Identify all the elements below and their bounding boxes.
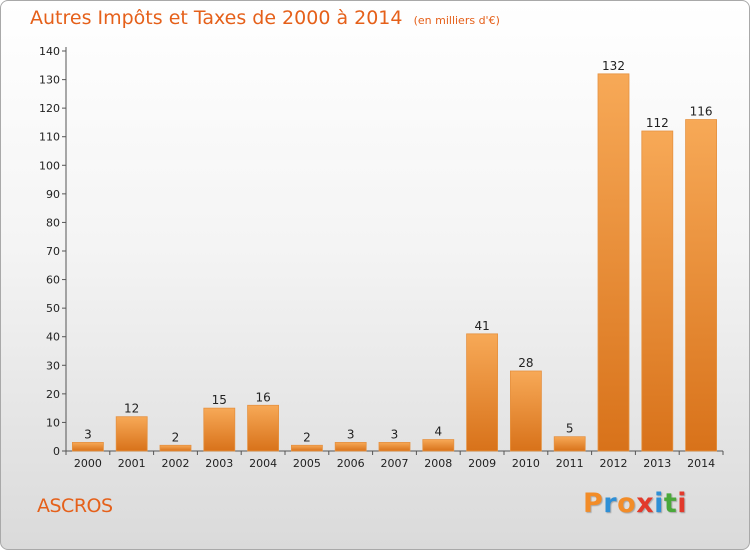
y-tick-label: 90 (46, 188, 60, 201)
bar (334, 442, 367, 452)
y-tick-label: 110 (39, 131, 60, 144)
bar (422, 439, 455, 452)
x-tick-label: 2009 (468, 457, 496, 470)
data-label: 2 (303, 430, 311, 444)
y-tick-label: 70 (46, 245, 60, 258)
y-tick-label: 10 (46, 416, 60, 429)
data-label: 12 (124, 402, 139, 416)
x-tick-label: 2006 (337, 457, 365, 470)
x-tick-label: 2014 (687, 457, 715, 470)
chart-unit: (en milliers d'€) (413, 14, 500, 27)
y-tick-label: 130 (39, 74, 60, 87)
x-tick-label: 2001 (118, 457, 146, 470)
data-label: 41 (474, 319, 489, 333)
data-label: 15 (212, 393, 227, 407)
y-tick-label: 0 (53, 445, 60, 458)
commune-name: ASCROS (37, 495, 113, 517)
data-label: 116 (690, 105, 713, 119)
bar (290, 444, 323, 452)
data-label: 2 (172, 430, 180, 444)
bar (641, 130, 674, 452)
y-tick-label: 60 (46, 274, 60, 287)
data-label: 3 (84, 427, 92, 441)
bar (159, 444, 192, 452)
logo-letter: t (663, 488, 678, 519)
y-tick-label: 20 (46, 388, 60, 401)
y-tick-label: 40 (46, 331, 60, 344)
x-tick-label: 2002 (162, 457, 190, 470)
bar (466, 333, 499, 452)
y-tick-label: 100 (39, 159, 60, 172)
x-tick-label: 2005 (293, 457, 321, 470)
bar (378, 442, 411, 452)
chart-title: Autres Impôts et Taxes de 2000 à 2014 (30, 7, 403, 29)
logo-letter: P (583, 488, 604, 519)
bar (203, 407, 236, 452)
data-label: 112 (646, 116, 669, 130)
bar (597, 73, 630, 452)
y-tick-label: 140 (39, 45, 60, 58)
bar (72, 442, 104, 452)
bar (685, 119, 717, 452)
bars (72, 73, 717, 452)
logo-letter: i (677, 488, 688, 519)
x-tick-label: 2003 (205, 457, 233, 470)
x-tick-label: 2012 (600, 457, 628, 470)
logo-letter: r (603, 488, 618, 519)
x-tick-label: 2011 (556, 457, 584, 470)
x-tick-label: 2013 (643, 457, 671, 470)
data-label: 16 (255, 390, 270, 404)
data-label: 132 (602, 59, 625, 73)
bar (553, 436, 586, 452)
logo-letter: o (617, 488, 637, 519)
proxiti-logo: Proxiti (583, 488, 687, 519)
data-label: 3 (347, 427, 355, 441)
bar (115, 416, 148, 452)
y-tick-label: 30 (46, 359, 60, 372)
y-tick-label: 80 (46, 216, 60, 229)
data-label: 5 (566, 422, 574, 436)
y-tick-label: 120 (39, 102, 60, 115)
data-label: 4 (434, 425, 442, 439)
bar (509, 370, 542, 452)
x-tick-label: 2000 (74, 457, 102, 470)
title-row: Autres Impôts et Taxes de 2000 à 2014 (e… (30, 7, 500, 29)
data-label: 3 (391, 427, 399, 441)
logo-letter: x (636, 488, 655, 519)
x-tick-label: 2008 (424, 457, 452, 470)
data-label: 28 (518, 356, 533, 370)
logo-letter: i (654, 488, 664, 519)
x-tick-label: 2004 (249, 457, 277, 470)
x-tick-label: 2010 (512, 457, 540, 470)
bar (247, 404, 280, 452)
y-tick-label: 50 (46, 302, 60, 315)
data-labels: 3 12 2 15 16 2 3 3 4 41 28 5 132 112 116 (84, 59, 712, 444)
x-tick-label: 2007 (381, 457, 409, 470)
